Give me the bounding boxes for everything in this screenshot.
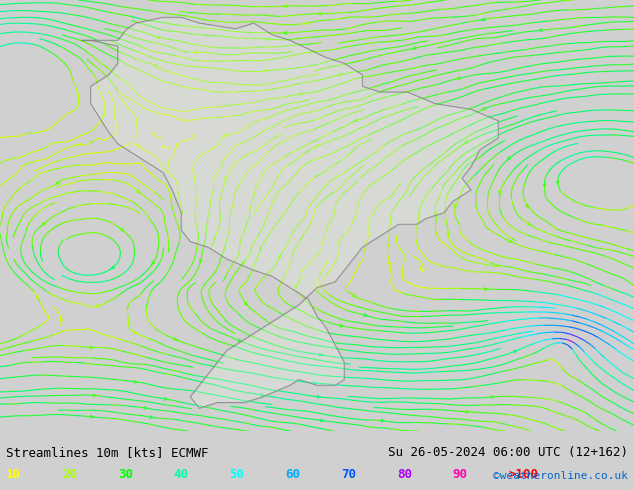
FancyArrowPatch shape — [79, 143, 82, 146]
FancyArrowPatch shape — [93, 394, 96, 396]
FancyArrowPatch shape — [225, 178, 228, 182]
FancyArrowPatch shape — [539, 29, 542, 31]
FancyArrowPatch shape — [353, 294, 356, 297]
FancyArrowPatch shape — [299, 93, 302, 95]
FancyArrowPatch shape — [150, 416, 153, 418]
FancyArrowPatch shape — [306, 22, 309, 24]
FancyArrowPatch shape — [136, 190, 140, 193]
FancyArrowPatch shape — [318, 12, 321, 15]
FancyArrowPatch shape — [176, 144, 179, 147]
Text: 50: 50 — [230, 468, 245, 481]
FancyArrowPatch shape — [491, 396, 494, 398]
Text: ©weatheronline.co.uk: ©weatheronline.co.uk — [493, 471, 628, 481]
FancyArrowPatch shape — [454, 205, 457, 208]
FancyArrowPatch shape — [417, 212, 420, 215]
FancyArrowPatch shape — [181, 119, 184, 122]
FancyArrowPatch shape — [447, 232, 450, 234]
FancyArrowPatch shape — [90, 416, 93, 418]
FancyArrowPatch shape — [153, 65, 158, 68]
FancyArrowPatch shape — [309, 50, 312, 53]
FancyArrowPatch shape — [56, 182, 59, 185]
FancyArrowPatch shape — [482, 18, 485, 21]
FancyArrowPatch shape — [482, 107, 486, 110]
FancyArrowPatch shape — [111, 266, 115, 269]
FancyArrowPatch shape — [434, 212, 437, 217]
FancyArrowPatch shape — [340, 324, 343, 327]
FancyArrowPatch shape — [314, 145, 318, 147]
FancyArrowPatch shape — [223, 134, 226, 137]
Text: 10: 10 — [6, 468, 22, 481]
FancyArrowPatch shape — [556, 181, 559, 185]
FancyArrowPatch shape — [498, 191, 501, 196]
FancyArrowPatch shape — [95, 304, 100, 307]
FancyArrowPatch shape — [457, 77, 460, 79]
FancyArrowPatch shape — [381, 419, 384, 422]
FancyArrowPatch shape — [388, 262, 391, 265]
FancyArrowPatch shape — [284, 31, 287, 34]
FancyArrowPatch shape — [465, 141, 469, 144]
FancyArrowPatch shape — [120, 228, 124, 231]
Text: 40: 40 — [174, 468, 189, 481]
Text: 60: 60 — [285, 468, 301, 481]
FancyArrowPatch shape — [420, 269, 424, 272]
FancyArrowPatch shape — [264, 70, 268, 72]
FancyArrowPatch shape — [319, 353, 322, 356]
FancyArrowPatch shape — [174, 338, 177, 340]
FancyArrowPatch shape — [314, 382, 317, 385]
FancyArrowPatch shape — [527, 222, 531, 225]
FancyArrowPatch shape — [337, 241, 340, 244]
Text: 20: 20 — [62, 468, 77, 481]
FancyArrowPatch shape — [294, 285, 297, 288]
FancyArrowPatch shape — [60, 318, 63, 321]
Text: 30: 30 — [118, 468, 133, 481]
FancyArrowPatch shape — [133, 331, 137, 334]
Text: Streamlines 10m [kts] ECMWF: Streamlines 10m [kts] ECMWF — [6, 446, 209, 459]
FancyArrowPatch shape — [364, 314, 367, 317]
FancyArrowPatch shape — [266, 38, 269, 41]
FancyArrowPatch shape — [162, 146, 165, 148]
FancyArrowPatch shape — [320, 419, 324, 422]
FancyArrowPatch shape — [514, 350, 517, 353]
FancyArrowPatch shape — [339, 73, 342, 76]
FancyArrowPatch shape — [242, 261, 245, 265]
FancyArrowPatch shape — [484, 288, 488, 291]
FancyArrowPatch shape — [278, 255, 281, 259]
FancyArrowPatch shape — [543, 184, 546, 187]
FancyArrowPatch shape — [261, 393, 264, 396]
FancyArrowPatch shape — [284, 5, 287, 7]
Text: 70: 70 — [341, 468, 356, 481]
FancyArrowPatch shape — [508, 240, 512, 242]
FancyArrowPatch shape — [354, 119, 358, 122]
FancyArrowPatch shape — [144, 407, 147, 409]
FancyArrowPatch shape — [102, 113, 105, 116]
FancyArrowPatch shape — [466, 411, 469, 413]
FancyArrowPatch shape — [152, 132, 155, 135]
Text: >100: >100 — [508, 468, 538, 481]
FancyArrowPatch shape — [137, 144, 140, 147]
FancyArrowPatch shape — [134, 380, 137, 383]
FancyArrowPatch shape — [135, 118, 138, 121]
FancyArrowPatch shape — [36, 294, 39, 298]
FancyArrowPatch shape — [156, 36, 160, 39]
FancyArrowPatch shape — [526, 204, 529, 208]
FancyArrowPatch shape — [164, 397, 167, 400]
FancyArrowPatch shape — [238, 339, 242, 342]
FancyArrowPatch shape — [232, 204, 235, 208]
FancyArrowPatch shape — [317, 395, 320, 398]
Text: 90: 90 — [453, 468, 468, 481]
FancyArrowPatch shape — [244, 302, 248, 306]
FancyArrowPatch shape — [200, 259, 202, 263]
FancyArrowPatch shape — [507, 157, 510, 160]
Text: Su 26-05-2024 06:00 UTC (12+162): Su 26-05-2024 06:00 UTC (12+162) — [387, 446, 628, 459]
FancyArrowPatch shape — [90, 346, 93, 349]
FancyArrowPatch shape — [413, 47, 416, 49]
FancyArrowPatch shape — [77, 92, 80, 96]
FancyArrowPatch shape — [152, 261, 155, 265]
FancyArrowPatch shape — [194, 51, 197, 54]
Text: 80: 80 — [397, 468, 412, 481]
FancyArrowPatch shape — [42, 222, 46, 225]
